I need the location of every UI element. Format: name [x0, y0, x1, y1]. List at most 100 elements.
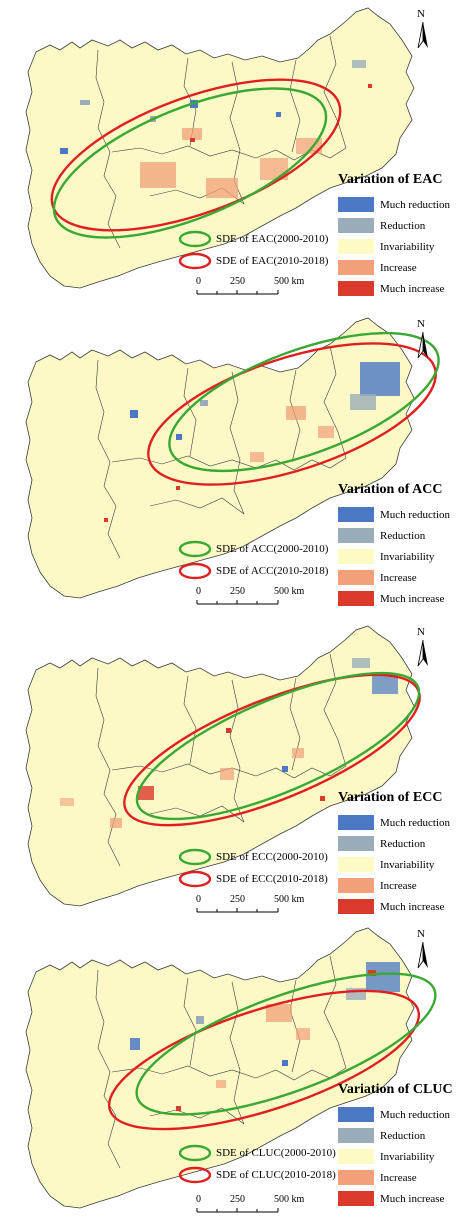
legend-swatch	[338, 549, 374, 564]
scale-bar: 0 250 500 km	[196, 1194, 304, 1218]
legend-swatch	[338, 528, 374, 543]
border-line	[323, 653, 347, 767]
region-outline	[25, 7, 415, 289]
border-line	[183, 977, 197, 1067]
border-line	[255, 147, 347, 161]
much-increase-cell	[176, 1106, 181, 1111]
legend-label: Invariability	[380, 240, 435, 253]
scale-end: 500 km	[274, 586, 305, 597]
sde-legend-first: SDE of EAC(2000-2010)	[178, 228, 328, 250]
sde-ellipses	[50, 78, 342, 239]
reduction-cell	[196, 1016, 204, 1024]
much-increase-cell	[226, 728, 231, 733]
legend-label: Much increase	[380, 1192, 445, 1205]
north-arrow: N	[413, 318, 433, 362]
legend-item-much-increase: Much increase	[338, 896, 474, 917]
sde-label: SDE of ECC(2010-2018)	[216, 873, 328, 885]
region-map	[25, 7, 415, 289]
sde-legend: SDE of EAC(2000-2010) SDE of EAC(2010-20…	[178, 228, 328, 272]
sde-label: SDE of EAC(2010-2018)	[216, 255, 329, 267]
north-arrow: N	[413, 626, 433, 670]
much-increase-cell	[104, 518, 108, 522]
sde-ellipse-first	[168, 331, 440, 473]
legend-swatch	[338, 1107, 374, 1122]
legend-label: Reduction	[380, 219, 426, 232]
legend-label: Much increase	[380, 282, 445, 295]
legend-swatch	[338, 1149, 374, 1164]
north-arrow: N	[413, 8, 433, 52]
hotspots	[130, 962, 400, 1111]
sde-label: SDE of ACC(2010-2018)	[216, 565, 329, 577]
scale-bar: 0 250 500 km	[196, 586, 304, 610]
sde-legend: SDE of ACC(2000-2010) SDE of ACC(2010-20…	[178, 538, 328, 582]
sde-label: SDE of CLUC(2000-2010)	[216, 1147, 336, 1159]
region-outline	[25, 927, 415, 1209]
much-reduction-cell	[360, 362, 400, 396]
much-reduction-cell	[130, 1038, 140, 1050]
legend-swatch	[338, 878, 374, 893]
legend-label: Much increase	[380, 592, 445, 605]
legend-item-much-increase: Much increase	[338, 588, 474, 609]
scale-bar-line	[196, 600, 279, 605]
legend-label: Much increase	[380, 900, 445, 913]
border-line	[95, 969, 121, 1169]
sde-legend-second: SDE of CLUC(2010-2018)	[178, 1164, 336, 1186]
legend-swatch	[338, 197, 374, 212]
north-arrow: N	[413, 928, 433, 972]
legend-item-reduction: Reduction	[338, 1125, 474, 1146]
north-arrow-label: N	[417, 928, 425, 940]
reduction-cell	[352, 60, 366, 68]
sde-legend-second: SDE of EAC(2010-2018)	[178, 250, 328, 272]
land-area	[25, 317, 415, 599]
border-line	[111, 455, 257, 469]
legend-swatch	[338, 507, 374, 522]
variation-legend: Variation of CLUC Much reduction Reducti…	[338, 1082, 474, 1209]
border-line	[289, 979, 301, 1073]
legend-swatch	[338, 260, 374, 275]
border-line	[255, 765, 347, 779]
legend-swatch	[338, 815, 374, 830]
scale-mid: 250	[230, 894, 245, 905]
north-arrow-label: N	[417, 8, 425, 20]
legend-swatch	[338, 239, 374, 254]
legend-swatch	[338, 836, 374, 851]
legend-item-much-reduction: Much reduction	[338, 812, 474, 833]
increase-cell	[216, 1080, 226, 1088]
hotspots	[60, 658, 398, 828]
province-borders	[95, 955, 347, 1169]
much-reduction-cell	[372, 674, 398, 694]
scale-bar-line	[196, 290, 279, 295]
red-ellipse-icon	[178, 252, 212, 270]
legend-swatch	[338, 281, 374, 296]
increase-cell	[220, 768, 234, 780]
increase-cell	[182, 128, 202, 140]
much-increase-cell	[320, 796, 325, 801]
legend-label: Increase	[380, 1171, 417, 1184]
sde-ellipses	[107, 972, 437, 1131]
legend-item-reduction: Reduction	[338, 525, 474, 546]
legend-item-increase: Increase	[338, 1167, 474, 1188]
legend-item-invariability: Invariability	[338, 1146, 474, 1167]
scale-zero: 0	[196, 1194, 201, 1205]
north-arrow-icon	[417, 639, 428, 667]
much-increase-cell	[176, 486, 180, 490]
legend-label: Much reduction	[380, 816, 450, 829]
legend-item-reduction: Reduction	[338, 833, 474, 854]
much-reduction-cell	[366, 962, 400, 992]
variation-legend: Variation of EAC Much reduction Reductio…	[338, 172, 474, 299]
legend-swatch	[338, 1128, 374, 1143]
sde-legend-second: SDE of ACC(2010-2018)	[178, 560, 328, 582]
scale-end: 500 km	[274, 894, 305, 905]
border-line	[111, 1065, 257, 1079]
increase-cell	[292, 748, 304, 758]
legend-label: Much reduction	[380, 198, 450, 211]
reduction-cell	[200, 400, 208, 406]
variation-legend: Variation of ECC Much reduction Reductio…	[338, 790, 474, 917]
legend-swatch	[338, 591, 374, 606]
legend-title: Variation of EAC	[338, 172, 443, 187]
land-area	[25, 927, 415, 1209]
scale-end: 500 km	[274, 276, 305, 287]
much-increase-cell	[138, 786, 154, 800]
legend-item-much-reduction: Much reduction	[338, 504, 474, 525]
sde-ellipse-first	[135, 671, 421, 821]
